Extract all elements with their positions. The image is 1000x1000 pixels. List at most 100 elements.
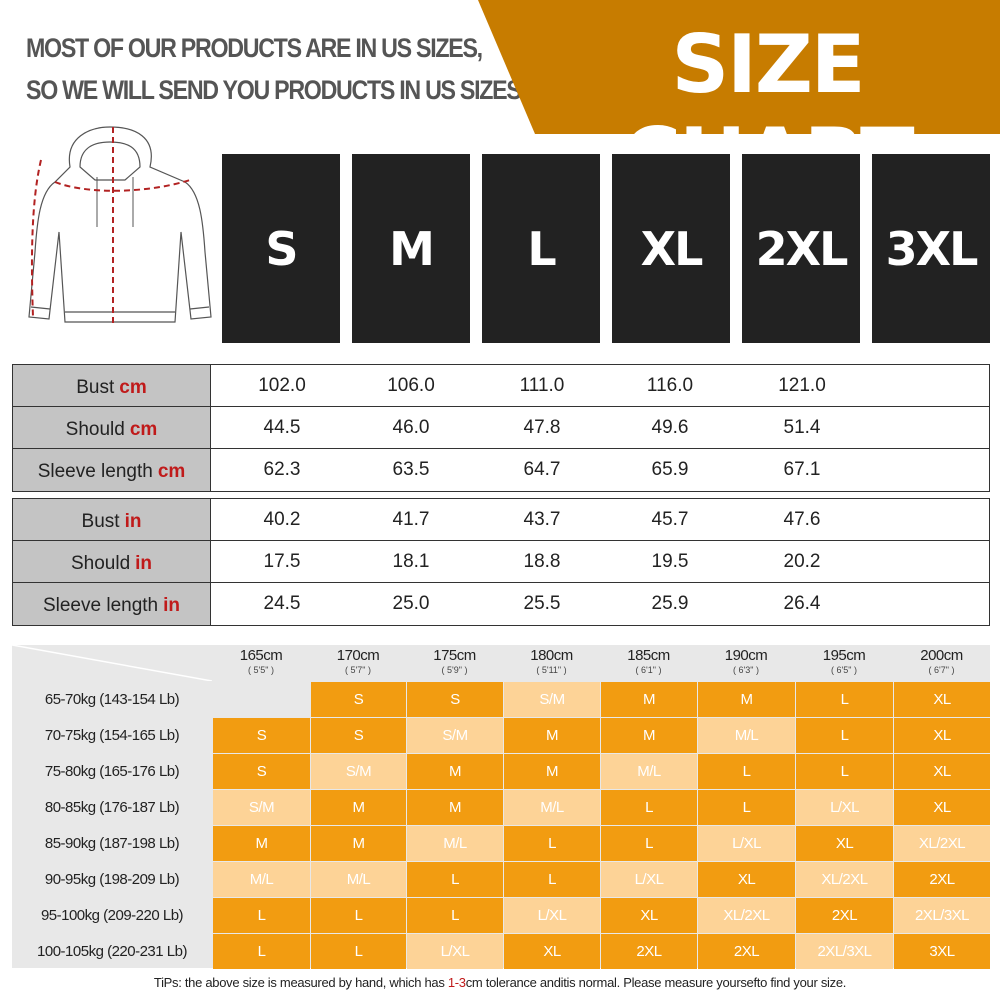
notice-line-2: SO WE WILL SEND YOU PRODUCTS IN US SIZES… — [26, 75, 527, 105]
row-label: Sleeve length cm — [13, 449, 211, 491]
size-cell: L — [698, 754, 795, 789]
size-cell: M — [407, 790, 503, 825]
measurement-row: Bust cm 102.0 106.0 111.0 116.0 121.0 — [13, 365, 989, 407]
weight-label: 80-85kg (176-187 Lb) — [44, 798, 180, 816]
notice-line-1: MOST OF OUR PRODUCTS ARE IN US SIZES, — [26, 33, 483, 63]
height-header: 185cm( 6'1" ) — [600, 647, 697, 683]
size-cell: L — [601, 790, 697, 825]
measure-value: 47.6 — [783, 509, 821, 530]
size-cell: S/M — [213, 790, 310, 825]
weight-label: 95-100kg (209-220 Lb) — [40, 906, 184, 924]
weight-label: 85-90kg (187-198 Lb) — [44, 834, 180, 852]
measurement-row: Should in 17.5 18.1 18.8 19.5 20.2 — [13, 541, 989, 583]
size-cell: L — [796, 718, 893, 753]
height-cm: 185cm — [627, 647, 670, 664]
measurement-row: Should cm 44.5 46.0 47.8 49.6 51.4 — [13, 407, 989, 449]
size-cell: L — [601, 826, 697, 861]
size-cell: L — [213, 934, 310, 969]
measure-value: 64.7 — [523, 459, 561, 480]
size-cell: XL — [894, 682, 990, 717]
corner-divider — [12, 645, 212, 681]
measure-value: 18.1 — [392, 551, 430, 572]
height-ft: ( 5'9" ) — [441, 665, 468, 675]
height-weight-size-grid: 165cm( 5'5" ) 170cm( 5'7" ) 175cm( 5'9" ) 1… — [12, 645, 990, 969]
height-ft: ( 6'5" ) — [831, 665, 857, 675]
measure-value: 47.8 — [523, 417, 561, 438]
measure-value: 25.9 — [651, 593, 689, 614]
size-cell: L — [407, 862, 503, 897]
unit-label: cm — [119, 376, 147, 398]
weight-label: 65-70kg (143-154 Lb) — [44, 690, 180, 708]
size-cell: XL/2XL — [698, 898, 795, 933]
measure-value: 116.0 — [646, 375, 694, 396]
tip-text-end: cm tolerance anditis normal. Please meas… — [465, 975, 847, 990]
size-cell: 2XL — [796, 898, 893, 933]
size-cell: 2XL/3XL — [796, 934, 893, 969]
size-cell: M — [311, 790, 406, 825]
measure-value: 121.0 — [778, 375, 826, 396]
inch-measurement-table: Bust in 40.2 41.7 43.7 45.7 47.6 Should in 17.5 18… — [12, 498, 990, 626]
size-cell: XL — [698, 862, 795, 897]
measure-name: Sleeve length — [42, 595, 159, 616]
height-header: 165cm( 5'5" ) — [212, 647, 310, 683]
size-cell: L — [407, 898, 503, 933]
size-cell: XL — [601, 898, 697, 933]
size-cell: XL — [894, 790, 990, 825]
row-label: Bust cm — [13, 365, 211, 406]
measurement-row: Sleeve length cm 62.3 63.5 64.7 65.9 67.1 — [13, 449, 989, 491]
measure-name: Should — [70, 552, 131, 574]
size-cell: 2XL — [601, 934, 697, 969]
size-cell: 2XL/3XL — [894, 898, 990, 933]
height-ft: ( 5'7" ) — [345, 665, 371, 675]
measure-value: 25.5 — [523, 593, 561, 614]
measure-name: Should — [65, 418, 125, 440]
height-ft: ( 5'5" ) — [248, 665, 274, 675]
size-cell: L — [698, 790, 795, 825]
tip-tolerance: 1-3 — [447, 975, 466, 990]
size-cell: S/M — [504, 682, 600, 717]
size-cell: M/L — [311, 862, 406, 897]
size-cell: XL — [894, 718, 990, 753]
size-cell: M — [213, 826, 310, 861]
size-cell: M/L — [601, 754, 697, 789]
measure-value: 18.8 — [523, 551, 561, 572]
measure-name: Bust — [76, 376, 115, 398]
measure-value: 20.2 — [783, 551, 821, 572]
measure-name: Bust — [81, 510, 120, 532]
size-header-xl: XL — [612, 154, 730, 343]
row-label: Bust in — [13, 499, 211, 540]
unit-label: in — [135, 552, 153, 574]
size-cell: L — [311, 898, 406, 933]
size-cell: L — [796, 754, 893, 789]
measure-value: 40.2 — [263, 509, 301, 530]
measure-name: Sleeve length — [37, 461, 153, 482]
measure-value: 67.1 — [783, 459, 821, 480]
measurement-tip: TiPs: the above size is measured by hand… — [0, 975, 1000, 990]
measure-value: 46.0 — [392, 417, 430, 438]
measure-value: 102.0 — [258, 375, 306, 396]
height-cm: 180cm — [530, 647, 573, 664]
size-cell: S/M — [407, 718, 503, 753]
measure-value: 17.5 — [263, 551, 301, 572]
height-header: 200cm( 6'7" ) — [893, 647, 990, 683]
measure-value: 41.7 — [392, 509, 430, 530]
measure-value: 45.7 — [651, 509, 689, 530]
size-cell: L — [504, 826, 600, 861]
size-cell: M/L — [407, 826, 503, 861]
measure-value: 49.6 — [651, 417, 689, 438]
height-cm: 170cm — [336, 647, 380, 664]
measure-value: 19.5 — [651, 551, 689, 572]
size-cell: M — [698, 682, 795, 717]
size-cell: M — [407, 754, 503, 789]
size-cell: S — [311, 682, 406, 717]
size-header-2xl: 2XL — [742, 154, 860, 343]
measurement-row: Bust in 40.2 41.7 43.7 45.7 47.6 — [13, 499, 989, 541]
size-cell: M/L — [698, 718, 795, 753]
height-ft: ( 6'1" ) — [635, 665, 662, 675]
size-cell: S — [311, 718, 406, 753]
weight-label: 75-80kg (165-176 Lb) — [44, 762, 180, 780]
weight-label: 100-105kg (220-231 Lb) — [37, 942, 187, 960]
height-cm: 190cm — [724, 647, 768, 664]
size-cell: L/XL — [504, 898, 600, 933]
measure-value: 43.7 — [523, 509, 561, 530]
